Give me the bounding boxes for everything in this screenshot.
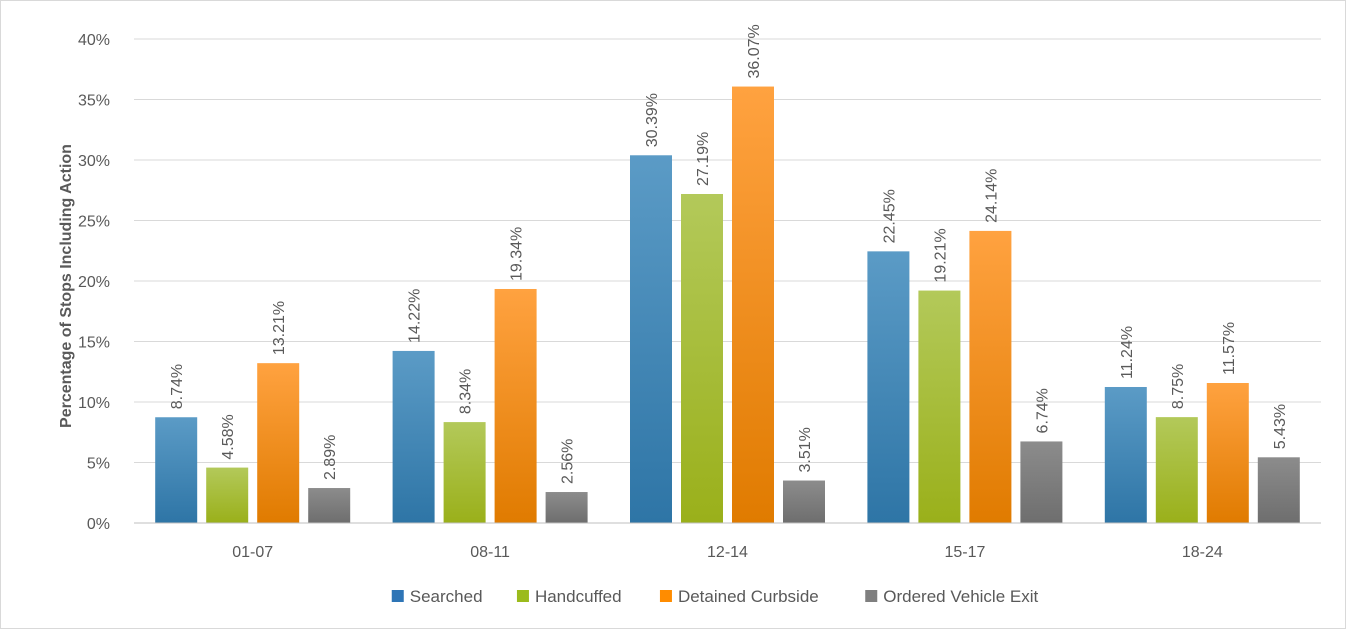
data-label: 4.58% xyxy=(220,414,237,459)
data-labels: 8.74% 4.58% 13.21% 2.89% 14.22% 8.34% 19.34% 2.… xyxy=(169,24,1289,484)
data-label: 11.57% xyxy=(1221,322,1238,375)
y-axis-ticks: 0% 5% 10% 15% 20% 25% 30% 35% 40% xyxy=(78,32,110,533)
legend-label: Searched xyxy=(410,587,483,606)
legend-swatch xyxy=(391,590,404,602)
data-label: 19.21% xyxy=(932,228,949,282)
bar-detained-curbside-15-17 xyxy=(969,230,1012,523)
data-label: 3.51% xyxy=(797,427,814,472)
data-label: 27.19% xyxy=(695,132,712,186)
data-label: 2.56% xyxy=(560,439,577,484)
data-label: 8.75% xyxy=(1170,364,1187,409)
x-tick-label: 18-24 xyxy=(1182,544,1223,561)
y-tick-label: 10% xyxy=(78,395,110,412)
legend-item-detained-curbside: Detained Curbside xyxy=(659,587,819,606)
bar-handcuffed-01-07 xyxy=(206,467,249,523)
y-axis-title: Percentage of Stops Including Action xyxy=(58,144,75,428)
legend-item-handcuffed: Handcuffed xyxy=(516,587,622,606)
bar-detained-curbside-18-24 xyxy=(1206,383,1249,523)
data-label: 6.74% xyxy=(1034,388,1051,433)
bar-detained-curbside-08-11 xyxy=(494,288,537,523)
bar-ordered-vehicle-exit-01-07 xyxy=(308,488,351,523)
bars xyxy=(155,86,1300,524)
bar-detained-curbside-12-14 xyxy=(732,86,774,523)
bar-searched-12-14 xyxy=(630,155,672,523)
y-tick-label: 20% xyxy=(78,274,110,291)
legend-label: Detained Curbside xyxy=(678,587,819,606)
bar-handcuffed-18-24 xyxy=(1155,417,1198,523)
bar-ordered-vehicle-exit-15-17 xyxy=(1020,441,1063,523)
data-label: 8.34% xyxy=(458,369,475,414)
y-tick-label: 35% xyxy=(78,93,110,110)
data-label: 36.07% xyxy=(746,24,763,78)
bar-ordered-vehicle-exit-12-14 xyxy=(783,480,825,523)
y-tick-label: 30% xyxy=(78,153,110,170)
bar-handcuffed-08-11 xyxy=(443,422,486,523)
legend-item-ordered-vehicle-exit: Ordered Vehicle Exit xyxy=(865,587,1038,606)
legend-swatch xyxy=(659,590,672,602)
legend-label: Handcuffed xyxy=(535,587,622,606)
bar-searched-18-24 xyxy=(1104,386,1147,523)
x-tick-label: 08-11 xyxy=(470,544,510,561)
data-label: 24.14% xyxy=(983,169,1000,223)
y-tick-label: 25% xyxy=(78,214,110,231)
x-tick-label: 12-14 xyxy=(707,544,748,561)
bar-searched-01-07 xyxy=(155,417,198,523)
x-tick-label: 01-07 xyxy=(232,544,273,561)
y-tick-label: 5% xyxy=(87,456,110,473)
legend-label: Ordered Vehicle Exit xyxy=(883,587,1038,606)
x-tick-label: 15-17 xyxy=(944,544,985,561)
y-tick-label: 0% xyxy=(87,516,110,533)
data-label: 30.39% xyxy=(644,93,661,147)
bar-searched-08-11 xyxy=(392,350,435,523)
x-axis-ticks: 01-07 08-11 12-14 15-17 18-24 xyxy=(232,544,1223,561)
bar-searched-15-17 xyxy=(867,251,910,524)
y-tick-label: 15% xyxy=(78,335,110,352)
data-label: 22.45% xyxy=(881,189,898,243)
bar-handcuffed-12-14 xyxy=(681,194,723,523)
data-label: 2.89% xyxy=(322,435,339,480)
data-label: 8.74% xyxy=(169,364,186,409)
data-label: 13.21% xyxy=(271,301,288,355)
bar-detained-curbside-01-07 xyxy=(257,363,300,523)
bar-ordered-vehicle-exit-08-11 xyxy=(545,492,588,523)
bar-handcuffed-15-17 xyxy=(918,290,961,523)
legend: Searched Handcuffed Detained Curbside Order… xyxy=(391,587,1038,606)
bar-ordered-vehicle-exit-18-24 xyxy=(1257,457,1300,523)
legend-item-searched: Searched xyxy=(391,587,483,606)
y-tick-label: 40% xyxy=(78,32,110,49)
data-label: 11.24% xyxy=(1119,326,1136,379)
data-label: 5.43% xyxy=(1272,404,1289,449)
data-label: 14.22% xyxy=(407,289,424,343)
data-label: 19.34% xyxy=(509,227,526,281)
legend-swatch xyxy=(865,590,878,602)
legend-swatch xyxy=(516,590,529,602)
gridlines xyxy=(134,38,1321,463)
